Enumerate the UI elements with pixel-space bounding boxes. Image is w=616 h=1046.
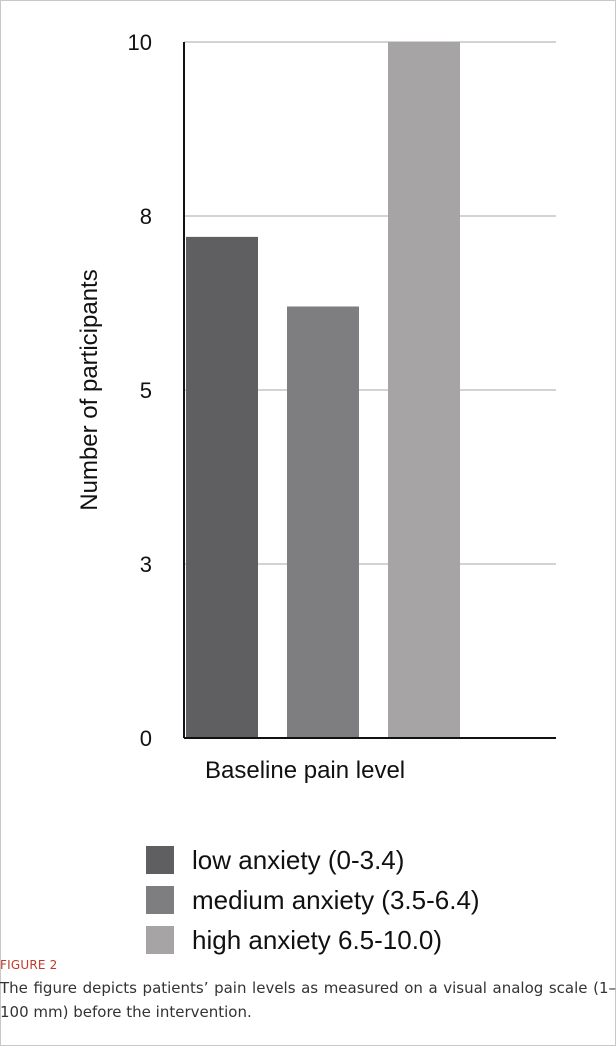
figure-label: FIGURE 2 <box>0 958 58 972</box>
legend-item-medium: medium anxiety (3.5-6.4) <box>146 882 480 918</box>
legend-swatch-low <box>146 846 174 874</box>
legend-item-high: high anxiety 6.5-10.0) <box>146 922 480 958</box>
legend-swatch-high <box>146 926 174 954</box>
y-tick-label: 5 <box>140 378 152 403</box>
bar <box>287 306 359 738</box>
bar <box>388 42 460 738</box>
figure-caption: FIGURE 2 The figure depicts patients’ pa… <box>0 958 616 1024</box>
figure-caption-text: The figure depicts patients’ pain levels… <box>0 979 616 1021</box>
x-axis-title: Baseline pain level <box>205 757 405 784</box>
y-tick-label: 0 <box>140 726 152 751</box>
legend-swatch-medium <box>146 886 174 914</box>
y-tick-label: 10 <box>128 30 152 55</box>
legend-label-high: high anxiety 6.5-10.0) <box>192 924 443 955</box>
y-tick-labels: 0 3 5 8 10 <box>128 30 152 751</box>
y-axis-title: Number of participants <box>76 269 103 510</box>
bars <box>186 42 460 738</box>
chart-legend: low anxiety (0-3.4) medium anxiety (3.5-… <box>146 842 480 962</box>
legend-label-low: low anxiety (0-3.4) <box>192 844 405 875</box>
bar <box>186 236 258 738</box>
bar-chart: 0 3 5 8 10 Number of participants Baseline p… <box>76 30 556 784</box>
legend-item-low: low anxiety (0-3.4) <box>146 842 480 878</box>
y-tick-label: 3 <box>140 552 152 577</box>
y-tick-label: 8 <box>140 204 152 229</box>
legend-label-medium: medium anxiety (3.5-6.4) <box>192 884 480 915</box>
